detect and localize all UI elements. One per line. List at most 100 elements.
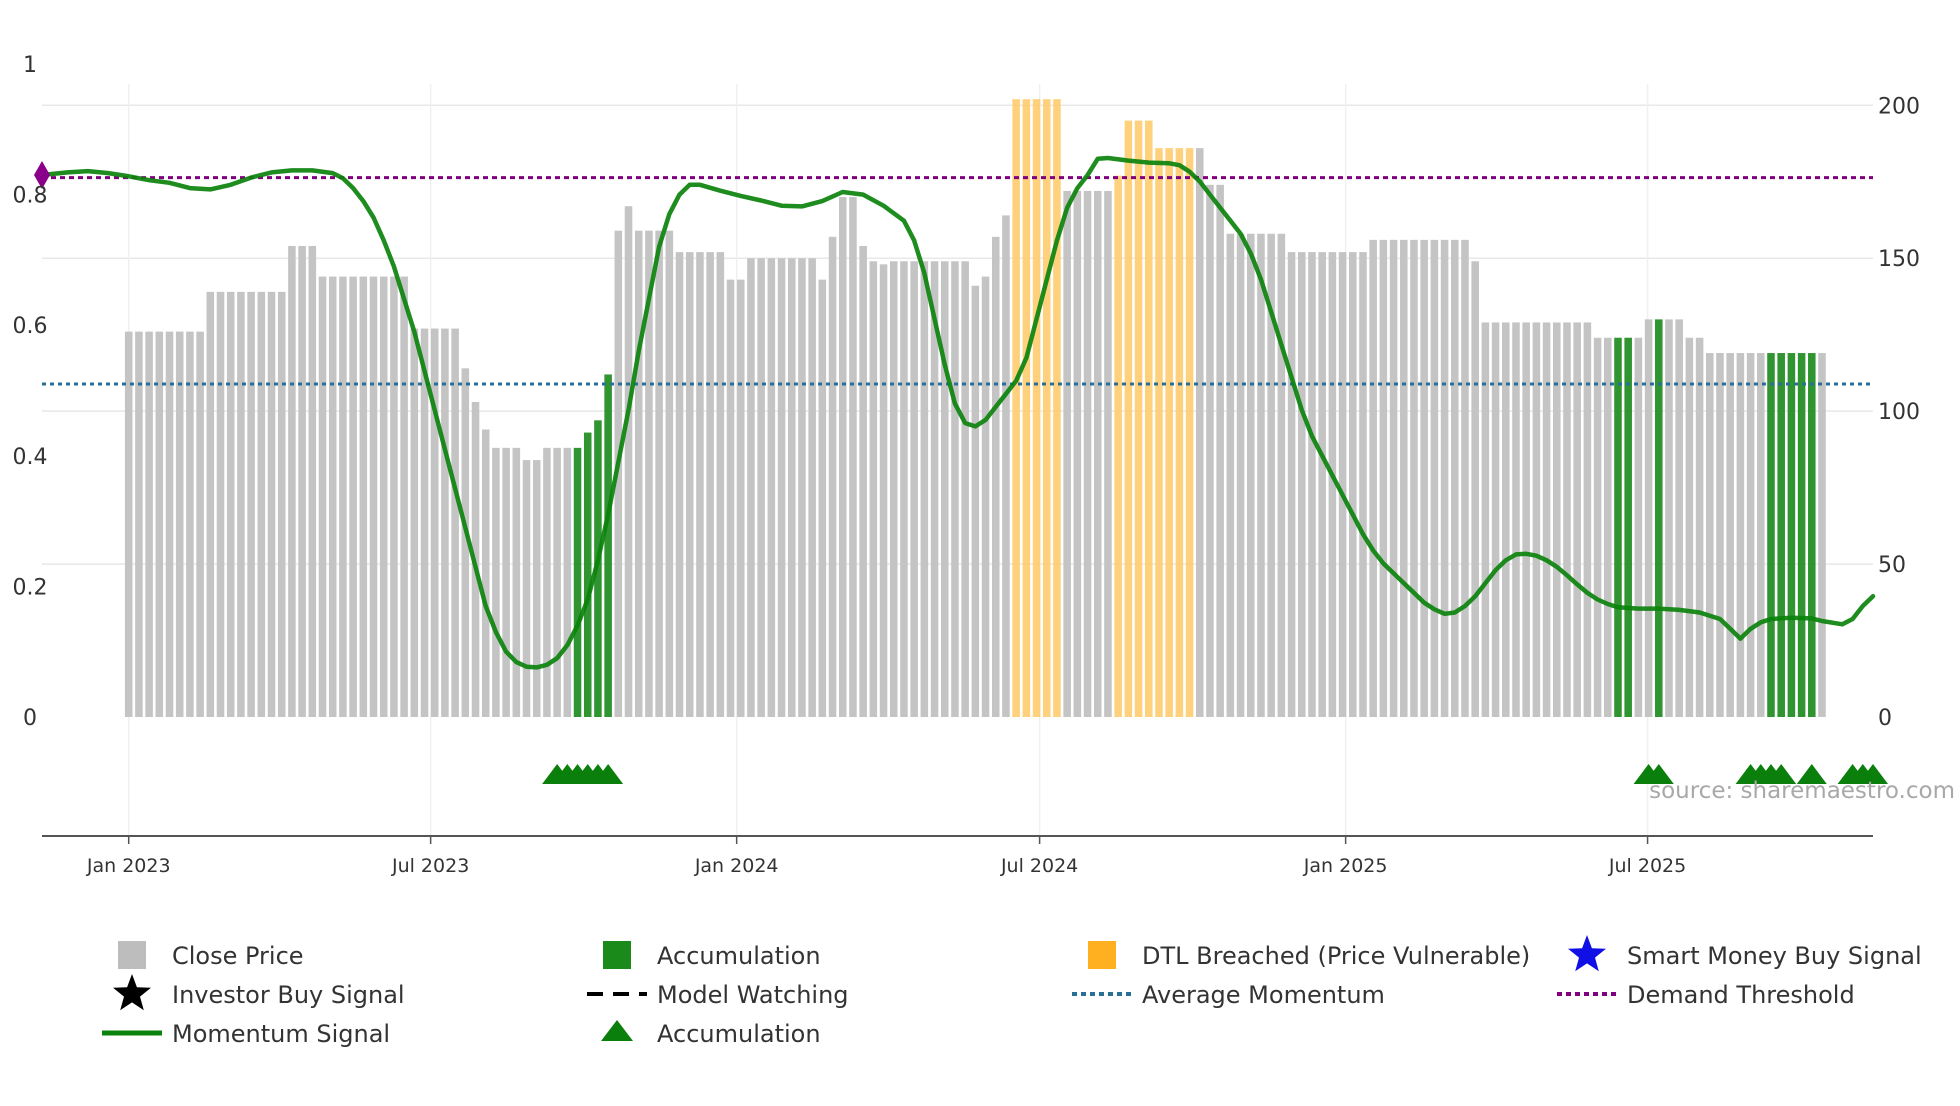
legend-label: Smart Money Buy Signal (1627, 942, 1922, 970)
y-right-tick-label: 50 (1878, 553, 1906, 578)
accumulation-triangle (1766, 764, 1797, 784)
close-price-bar (186, 331, 194, 717)
close-price-bar (1736, 353, 1745, 717)
close-price-bar (298, 245, 306, 717)
accumulation-triangle (1796, 764, 1827, 784)
close-price-bar (900, 261, 908, 717)
close-price-bar (430, 328, 439, 717)
close-price-bar (390, 276, 398, 717)
close-price-bar (1685, 337, 1694, 717)
close-price-bar (206, 291, 215, 717)
legend-label: Momentum Signal (172, 1020, 390, 1048)
close-price-bar (1216, 184, 1224, 718)
close-price-bar (1420, 239, 1428, 717)
close-price-bar (1757, 353, 1765, 717)
close-price-bar (441, 328, 449, 717)
legend-label: Accumulation (657, 1020, 821, 1048)
close-price-bar (1063, 190, 1071, 717)
y-right-tick-label: 100 (1878, 400, 1920, 425)
close-price-bar (359, 276, 368, 717)
dtl-breached-bar (1053, 99, 1061, 718)
axes-layer: 0 0.2 0.4 0.6 0.8 1 0 50 100 150 200 Jan 2023 Jul 20… (13, 53, 1921, 877)
close-price-bar (1461, 239, 1469, 717)
close-price-bar (1379, 239, 1388, 717)
close-price-bar (1195, 148, 1204, 717)
black-star-icon (113, 974, 151, 1011)
legend-accumulation-swatch (603, 941, 631, 969)
close-price-bar (1338, 252, 1347, 717)
close-price-bar (175, 331, 184, 717)
close-price-bar (1246, 233, 1255, 717)
close-price-bar (318, 276, 327, 717)
triangle-icon (601, 1020, 633, 1041)
close-price-bar (849, 197, 857, 717)
legend-label: Close Price (172, 942, 304, 970)
accumulation-bar (583, 432, 592, 717)
y-right-tick-label: 0 (1878, 706, 1892, 731)
y-right-tick-label: 200 (1878, 94, 1920, 119)
x-tick-label: Jul 2024 (1000, 855, 1078, 877)
legend-label: Model Watching (657, 981, 849, 1009)
close-price-bar (1665, 319, 1673, 717)
close-price-bar (1277, 233, 1286, 717)
y-left-tick-label: 1 (23, 53, 37, 78)
close-price-bar (1083, 190, 1092, 717)
legend-item: Demand Threshold (1557, 981, 1855, 1009)
close-price-bar (328, 276, 337, 717)
close-price-bar (124, 331, 133, 717)
close-price-bar (420, 328, 429, 717)
x-tick-label: Jul 2025 (1608, 855, 1686, 877)
close-price-bar (563, 447, 572, 717)
markers-layer (542, 764, 1888, 784)
dtl-breached-bar (1124, 120, 1133, 718)
close-price-bar (532, 460, 541, 717)
close-price-bar (216, 291, 225, 717)
accumulation-bar (1767, 353, 1775, 717)
close-price-bar (736, 279, 745, 717)
close-price-bar (971, 285, 980, 717)
close-price-bar (267, 291, 276, 717)
dtl-breached-bar (1042, 99, 1051, 718)
close-price-bar (1512, 322, 1520, 717)
y-left-tick-label: 0 (23, 706, 37, 731)
dtl-breached-bar (1165, 148, 1173, 717)
legend-label: Average Momentum (1142, 981, 1385, 1009)
close-price-bar (1583, 322, 1592, 717)
close-price-bar (818, 279, 827, 717)
close-price-bar (400, 276, 408, 717)
close-price-bar (1563, 322, 1571, 717)
close-price-bar (1318, 252, 1326, 717)
bars-layer (124, 99, 1826, 718)
x-tick-label: Jan 2023 (86, 855, 171, 877)
x-tick-label: Jul 2023 (391, 855, 469, 877)
legend-label: Investor Buy Signal (172, 981, 405, 1009)
legend-item: Accumulation (601, 1020, 821, 1048)
close-price-bar (1389, 239, 1398, 717)
close-price-bar (1818, 353, 1826, 717)
dtl-breached-bar (1144, 120, 1153, 718)
close-price-bar (716, 252, 725, 717)
dtl-breached-bar (1032, 99, 1041, 718)
close-price-bar (1542, 322, 1551, 717)
close-price-bar (237, 291, 245, 717)
close-price-bar (879, 264, 888, 717)
dtl-breached-bar (1012, 99, 1020, 718)
close-price-bar (777, 258, 786, 717)
legend-item: Close Price (118, 941, 304, 970)
close-price-bar (1410, 239, 1418, 717)
close-price-bar (645, 230, 653, 718)
legend-close-price-swatch (118, 941, 146, 969)
close-price-bar (920, 261, 929, 717)
accumulation-bar (1808, 353, 1816, 717)
close-price-bar (1440, 239, 1449, 717)
close-price-bar (1359, 252, 1367, 717)
close-price-bar (767, 258, 776, 717)
momentum-start-marker (34, 161, 50, 190)
x-tick-label: Jan 2025 (1303, 855, 1388, 877)
close-price-bar (940, 261, 949, 717)
close-price-bar (828, 236, 837, 717)
close-price-bar (1267, 233, 1275, 717)
close-price-bar (787, 258, 796, 717)
source-label: source: sharemaestro.com (1649, 778, 1955, 804)
accumulation-bar (573, 447, 582, 717)
